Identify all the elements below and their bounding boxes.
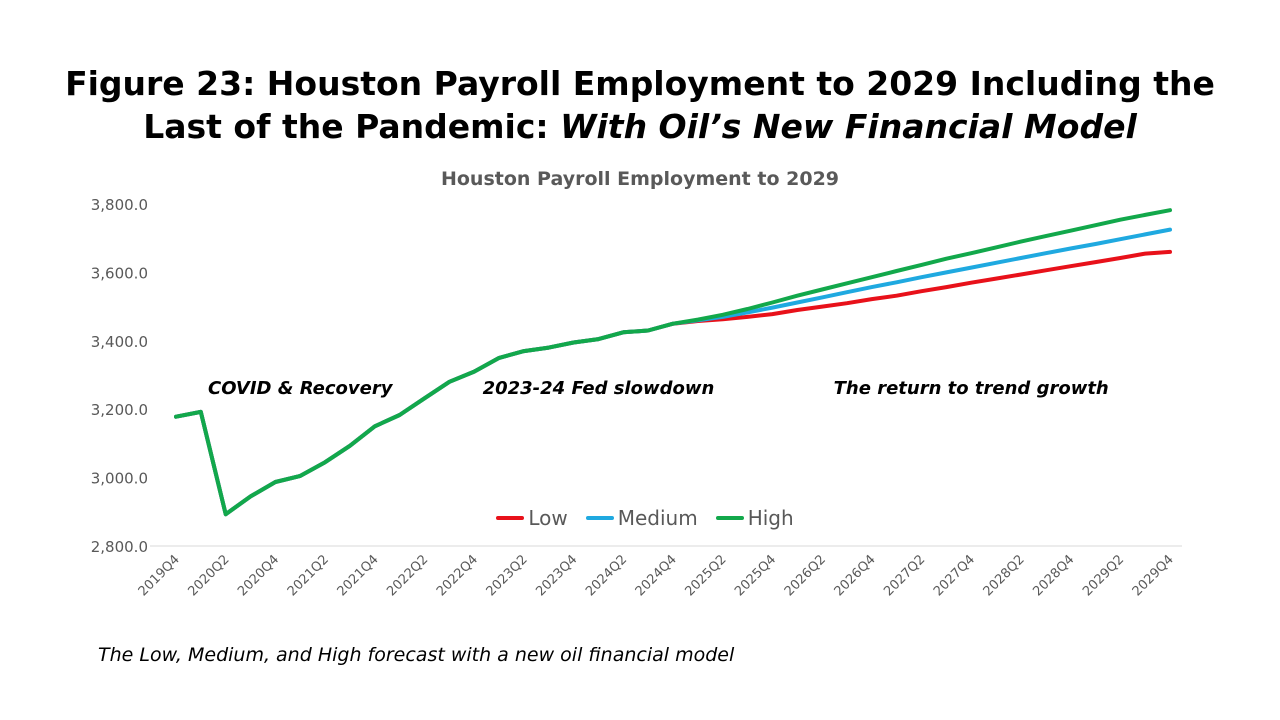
x-tick-label: 2024Q4 xyxy=(633,552,680,599)
x-tick-label: 2027Q2 xyxy=(881,552,928,599)
x-tick-label: 2024Q2 xyxy=(583,552,630,599)
x-tick-label: 2020Q4 xyxy=(235,552,282,599)
x-tick-label: 2021Q2 xyxy=(285,552,332,599)
legend-item-medium: Medium xyxy=(585,506,698,530)
x-tick-label: 2022Q2 xyxy=(384,552,431,599)
legend-label-medium: Medium xyxy=(617,506,698,530)
x-tick-label: 2029Q2 xyxy=(1080,552,1127,599)
x-tick-label: 2028Q4 xyxy=(1030,552,1077,599)
legend-swatch-medium xyxy=(585,516,614,520)
x-tick-label: 2028Q2 xyxy=(981,552,1028,599)
chart-legend: Low Medium High xyxy=(0,506,1280,530)
legend-swatch-low xyxy=(496,516,525,520)
y-tick-label: 2,800.0 xyxy=(91,538,148,556)
legend-item-high: High xyxy=(715,506,794,530)
figure-title: Figure 23: Houston Payroll Employment to… xyxy=(0,62,1280,148)
x-tick-label: 2023Q4 xyxy=(533,552,580,599)
legend-label-high: High xyxy=(747,506,794,530)
x-tick-label: 2027Q4 xyxy=(931,552,978,599)
x-tick-label: 2029Q4 xyxy=(1130,552,1177,599)
figure-title-line2-plain: Last of the Pandemic: xyxy=(143,107,561,146)
y-tick-label: 3,400.0 xyxy=(91,333,148,351)
y-tick-label: 3,600.0 xyxy=(91,264,148,282)
medium-series-line xyxy=(174,227,1172,517)
legend-label-low: Low xyxy=(528,506,568,530)
chart-annotation: COVID & Recovery xyxy=(208,378,394,399)
x-tick-label: 2026Q2 xyxy=(782,552,829,599)
x-tick-label: 2026Q4 xyxy=(832,552,879,599)
x-tick-label: 2019Q4 xyxy=(136,552,183,599)
x-tick-label: 2022Q4 xyxy=(434,552,481,599)
chart-annotation: 2023-24 Fed slowdown xyxy=(483,378,715,399)
y-tick-label: 3,000.0 xyxy=(91,470,148,488)
x-tick-label: 2023Q2 xyxy=(484,552,531,599)
legend-swatch-high xyxy=(715,516,744,520)
figure-title-line1: Figure 23: Houston Payroll Employment to… xyxy=(65,64,1215,103)
y-tick-label: 3,200.0 xyxy=(91,401,148,419)
chart-annotation: The return to trend growth xyxy=(834,378,1109,399)
x-tick-label: 2025Q2 xyxy=(682,552,729,599)
figure-title-line2-italic: With Oil’s New Financial Model xyxy=(560,107,1137,146)
figure-caption: The Low, Medium, and High forecast with … xyxy=(98,644,735,666)
x-tick-label: 2021Q4 xyxy=(335,552,382,599)
x-tick-label: 2025Q4 xyxy=(732,552,779,599)
x-tick-label: 2020Q2 xyxy=(185,552,232,599)
chart-title: Houston Payroll Employment to 2029 xyxy=(440,168,840,190)
high-series-line xyxy=(174,208,1172,517)
legend-item-low: Low xyxy=(496,506,568,530)
figure-title-line2: Last of the Pandemic: With Oil’s New Fin… xyxy=(0,105,1280,148)
y-tick-label: 3,800.0 xyxy=(91,196,148,214)
